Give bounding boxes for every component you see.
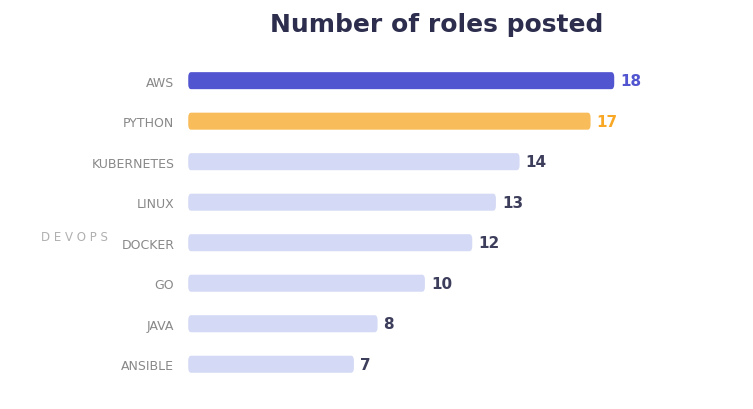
- FancyBboxPatch shape: [188, 73, 614, 90]
- Text: 18: 18: [620, 74, 642, 89]
- Text: 13: 13: [501, 195, 523, 210]
- Text: 8: 8: [383, 317, 394, 331]
- FancyBboxPatch shape: [188, 235, 472, 252]
- FancyBboxPatch shape: [188, 356, 354, 373]
- Text: 14: 14: [526, 155, 547, 170]
- Text: 17: 17: [596, 115, 617, 129]
- FancyBboxPatch shape: [188, 315, 377, 333]
- Text: 12: 12: [478, 236, 499, 251]
- Title: Number of roles posted: Number of roles posted: [270, 13, 603, 37]
- Text: 7: 7: [360, 357, 370, 372]
- FancyBboxPatch shape: [188, 154, 520, 171]
- Text: D E V O P S: D E V O P S: [41, 231, 108, 244]
- Text: 10: 10: [431, 276, 452, 291]
- FancyBboxPatch shape: [188, 275, 425, 292]
- FancyBboxPatch shape: [188, 194, 496, 211]
- FancyBboxPatch shape: [188, 113, 590, 130]
